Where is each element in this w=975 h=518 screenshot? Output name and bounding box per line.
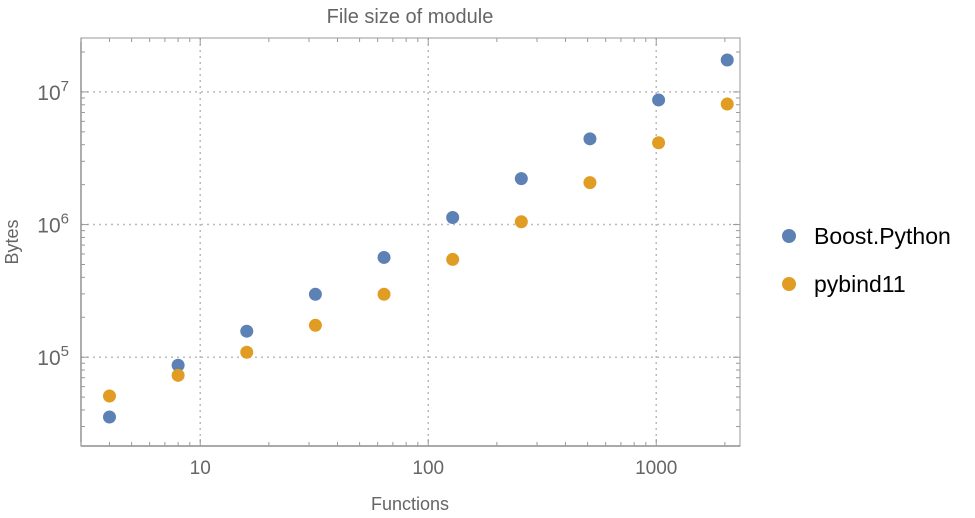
x-tick-label: 10 xyxy=(190,458,211,479)
x-tick-label: 100 xyxy=(412,458,444,479)
point-boost-python xyxy=(514,172,528,186)
y-tick-label: 107 xyxy=(37,78,69,105)
legend-label: pybind11 xyxy=(814,271,906,297)
chart-title: File size of module xyxy=(327,6,494,28)
point-pybind11 xyxy=(240,345,254,359)
point-boost-python xyxy=(240,324,254,338)
data-points xyxy=(102,53,734,424)
point-pybind11 xyxy=(102,389,116,403)
point-pybind11 xyxy=(308,318,322,332)
point-boost-python xyxy=(308,287,322,301)
plot-frame xyxy=(80,37,741,447)
point-pybind11 xyxy=(377,287,391,301)
axes: 10 100 1000 105 106 107 xyxy=(37,37,741,479)
point-boost-python xyxy=(583,132,597,146)
x-tick-label: 1000 xyxy=(635,458,677,479)
point-boost-python xyxy=(171,358,185,372)
point-boost-python xyxy=(102,410,116,424)
point-boost-python xyxy=(446,211,460,225)
point-pybind11 xyxy=(446,252,460,266)
point-boost-python xyxy=(720,53,734,67)
legend-marker xyxy=(782,277,796,291)
point-pybind11 xyxy=(720,97,734,111)
legend-marker xyxy=(782,229,796,243)
y-tick-label: 106 xyxy=(37,211,69,238)
point-pybind11 xyxy=(652,136,666,150)
y-tick-label: 105 xyxy=(37,343,69,370)
point-pybind11 xyxy=(171,368,185,382)
y-axis-label: Bytes xyxy=(2,219,22,264)
legend-label: Boost.Python xyxy=(814,223,951,249)
point-pybind11 xyxy=(583,176,597,190)
grid xyxy=(81,38,740,446)
legend: Boost.Python pybind11 xyxy=(782,223,951,297)
x-axis-label: Functions xyxy=(371,494,449,513)
point-boost-python xyxy=(652,93,666,107)
point-pybind11 xyxy=(514,215,528,229)
point-boost-python xyxy=(377,250,391,264)
